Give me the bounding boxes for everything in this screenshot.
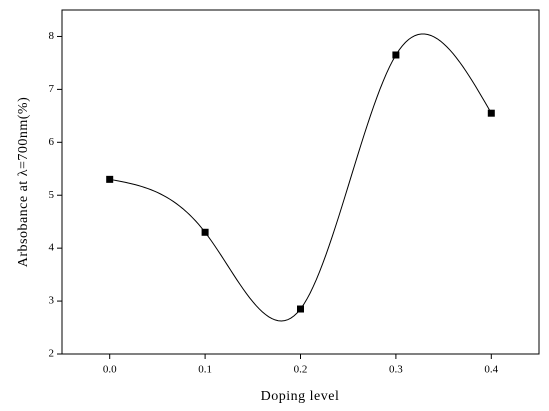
marker bbox=[297, 305, 304, 313]
marker bbox=[392, 51, 400, 59]
y-tick-label: 7 bbox=[49, 83, 55, 95]
x-tick-label: 0.3 bbox=[389, 364, 403, 376]
y-tick-label: 5 bbox=[49, 189, 55, 201]
x-tick-label: 0.0 bbox=[103, 364, 117, 376]
plot-frame bbox=[61, 9, 540, 355]
y-tick-label: 8 bbox=[49, 30, 55, 42]
marker bbox=[201, 228, 209, 236]
y-tick-label: 4 bbox=[49, 242, 55, 254]
y-tick-label: 6 bbox=[49, 136, 55, 148]
curve bbox=[109, 33, 492, 322]
y-tick-label: 3 bbox=[49, 295, 55, 307]
x-tick-label: 0.2 bbox=[294, 364, 308, 376]
marker bbox=[487, 109, 495, 117]
x-tick-label: 0.4 bbox=[484, 364, 498, 376]
x-tick-label: 0.1 bbox=[198, 364, 212, 376]
marker bbox=[106, 175, 114, 183]
y-tick-label: 2 bbox=[49, 348, 55, 360]
y-axis-label: Arbsobance at λ=700nm(%) bbox=[16, 97, 31, 268]
x-axis-label: Doping level bbox=[261, 389, 340, 404]
